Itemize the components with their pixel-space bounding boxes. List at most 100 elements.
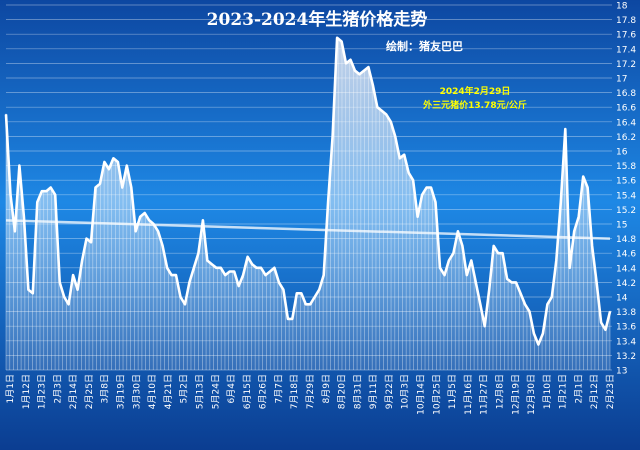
price-point: [166, 267, 168, 269]
x-tick-label: 11月5日: [447, 374, 458, 409]
price-point: [269, 270, 271, 273]
price-point: [604, 329, 607, 331]
price-point: [376, 106, 379, 108]
y-tick-label: 13.2: [616, 352, 636, 362]
x-tick-label: 10月14日: [416, 374, 427, 415]
y-tick-label: 14.2: [616, 279, 636, 289]
price-point: [9, 194, 12, 196]
y-tick-label: 16: [616, 148, 628, 158]
price-point: [448, 259, 450, 262]
price-point: [542, 332, 544, 335]
price-point: [188, 281, 191, 284]
x-tick-label: 1月12日: [21, 374, 32, 409]
price-line: [4, 36, 612, 346]
price-point: [246, 256, 249, 258]
price-point: [282, 288, 285, 291]
price-point: [551, 296, 553, 298]
x-tick-label: 8月31日: [352, 374, 363, 409]
price-point: [273, 267, 276, 269]
price-point: [559, 201, 562, 203]
x-tick-label: 5月13日: [195, 374, 206, 409]
price-point: [443, 274, 446, 276]
price-point: [568, 267, 571, 269]
x-tick-label: 11月27日: [479, 374, 490, 415]
x-tick-label: 7月7日: [273, 374, 284, 403]
price-point: [573, 230, 576, 233]
price-point: [533, 332, 535, 335]
x-tick-label: 5月2日: [179, 374, 190, 403]
price-point: [497, 252, 499, 254]
price-point: [591, 245, 593, 247]
price-point: [425, 186, 428, 189]
x-tick-label: 9月11日: [368, 374, 379, 409]
price-point: [519, 292, 522, 295]
price-point: [595, 281, 598, 284]
price-point: [228, 270, 231, 273]
price-point: [170, 274, 173, 276]
y-tick-label: 15.6: [616, 177, 636, 187]
y-tick-label: 14.4: [616, 264, 636, 274]
x-tick-label: 2月1日: [573, 374, 584, 403]
x-tick-label: 2月23日: [605, 374, 616, 409]
price-point: [300, 292, 303, 295]
x-tick-label: 8月9日: [321, 374, 332, 403]
price-point: [528, 310, 531, 313]
price-point: [193, 267, 195, 269]
y-axis: 18 17.8 17.6 17.4 17.2 17 16.8 16.6 16.4 16.2 16 15…: [616, 2, 636, 377]
price-point: [367, 66, 370, 68]
price-point: [457, 230, 459, 233]
price-point: [202, 219, 204, 222]
price-point: [363, 69, 365, 72]
y-tick-label: 17.8: [616, 16, 636, 26]
price-point: [134, 230, 137, 233]
price-point: [461, 245, 464, 247]
x-tick-label: 10月3日: [400, 374, 411, 409]
price-point: [179, 296, 182, 298]
x-tick-label: 3月19日: [116, 374, 127, 409]
price-point: [421, 194, 423, 196]
price-point: [430, 186, 432, 189]
price-point: [40, 190, 43, 192]
price-point: [318, 288, 320, 291]
x-tick-label: 7月18日: [289, 374, 300, 409]
price-point: [72, 274, 74, 276]
price-point: [117, 161, 119, 163]
y-tick-label: 15.8: [616, 162, 636, 172]
x-axis: 1月1日 1月12日 1月23日 2月3日 2月14日 2月25日 3月8日 3月19日 3月3…: [5, 374, 616, 415]
trend-line: [5, 219, 611, 240]
price-point: [345, 62, 347, 65]
x-tick-label: 7月29日: [305, 374, 316, 409]
y-tick-label: 13.4: [616, 337, 636, 347]
price-point: [506, 277, 508, 280]
price-point: [251, 263, 253, 265]
x-tick-label: 6月15日: [242, 374, 253, 409]
price-point: [398, 157, 401, 160]
price-point: [389, 121, 392, 123]
y-tick-label: 14.6: [616, 250, 636, 260]
x-tick-label: 11月16日: [463, 374, 474, 415]
price-point: [582, 175, 584, 178]
price-point: [143, 212, 146, 214]
price-point: [452, 252, 455, 254]
price-point: [327, 201, 329, 203]
y-tick-label: 16.6: [616, 104, 636, 114]
price-point: [358, 73, 361, 76]
price-point: [211, 263, 213, 265]
y-tick-label: 15: [616, 221, 627, 231]
y-tick-label: 17.6: [616, 31, 636, 41]
price-point: [14, 230, 16, 233]
price-point: [524, 303, 526, 306]
price-point: [184, 303, 186, 306]
price-point: [63, 296, 65, 298]
price-point: [45, 190, 48, 192]
price-point: [336, 37, 338, 39]
chart-subtitle: 绘制：猪友巴巴: [386, 39, 463, 53]
price-point: [309, 303, 312, 306]
price-point: [233, 270, 235, 273]
price-point: [27, 288, 30, 291]
price-point: [90, 241, 92, 244]
y-tick-label: 14.8: [616, 235, 636, 245]
x-tick-label: 12月8日: [495, 374, 506, 409]
y-tick-label: 14: [616, 294, 628, 304]
